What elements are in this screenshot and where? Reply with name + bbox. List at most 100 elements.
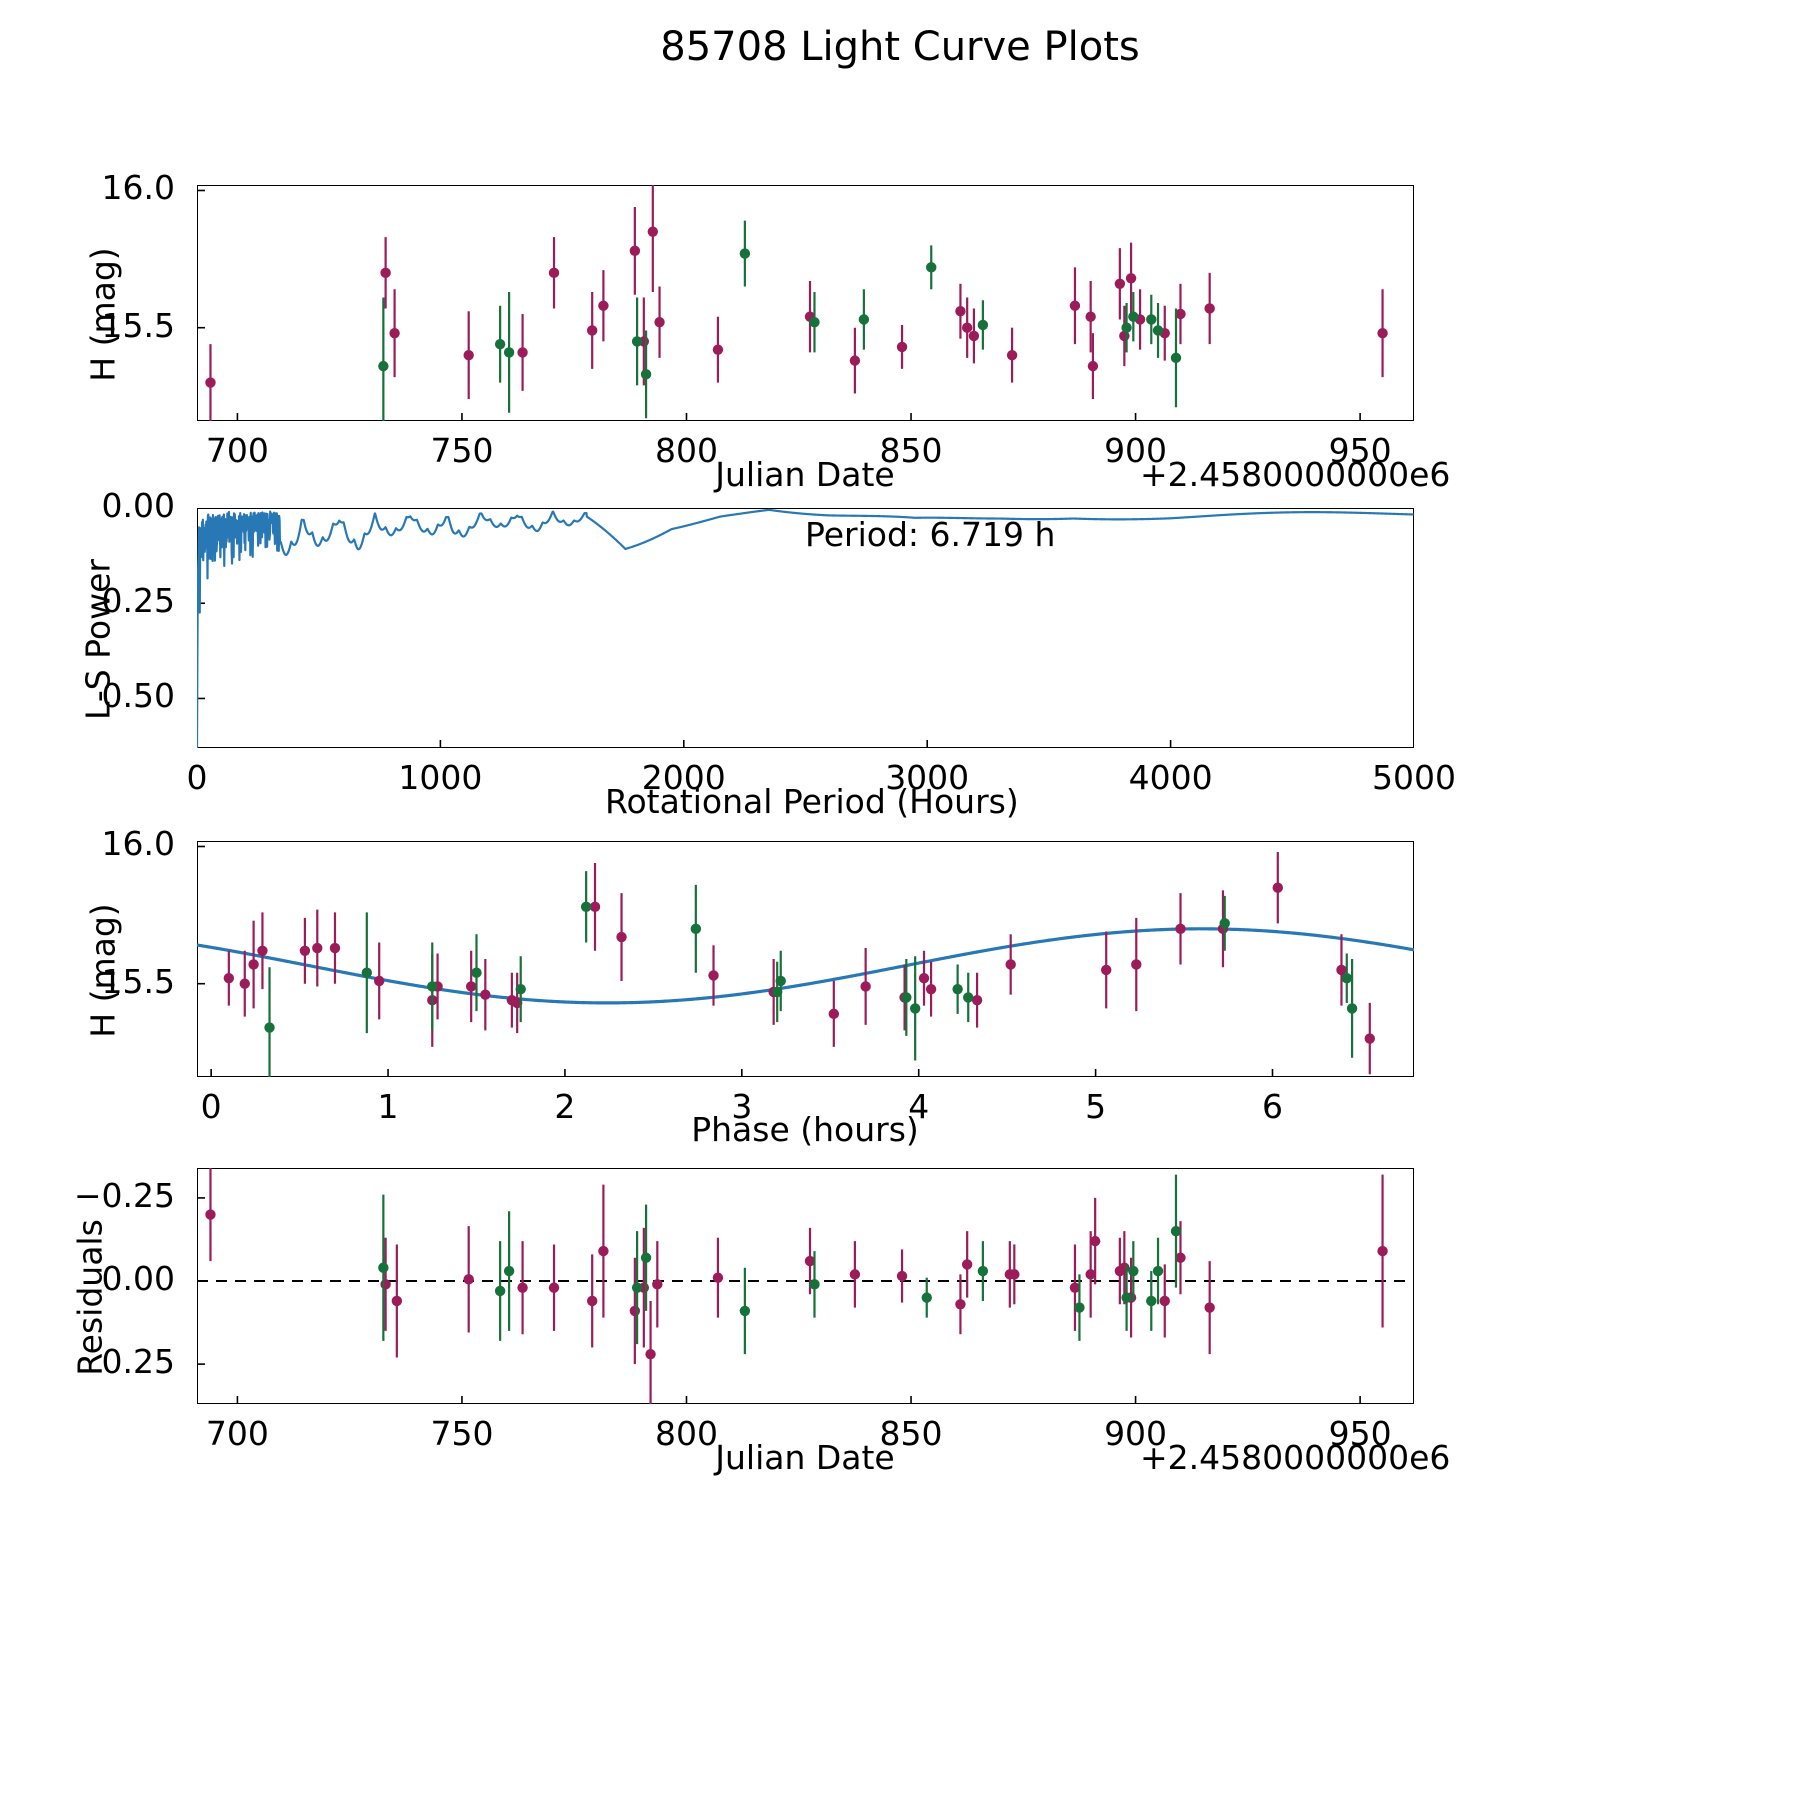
data-point xyxy=(1146,1295,1157,1307)
residuals-xtick-0: 700 xyxy=(205,1414,269,1453)
lightcurve-time-xtick-5: 950 xyxy=(1328,431,1392,470)
data-point xyxy=(264,1022,275,1033)
data-point xyxy=(503,1265,515,1277)
data-point xyxy=(690,923,702,935)
data-point xyxy=(1204,303,1215,314)
data-point xyxy=(631,1282,643,1293)
data-point xyxy=(1272,882,1283,893)
panel-lightcurve-time-offset: +2.4580000000e6 xyxy=(1140,455,1451,494)
periodogram-xtick-3: 3000 xyxy=(885,758,970,797)
data-point xyxy=(205,1209,216,1220)
periodogram-plot-area xyxy=(197,508,1414,748)
data-point xyxy=(427,981,438,992)
data-point xyxy=(299,945,311,956)
data-point xyxy=(517,1282,528,1293)
panel-lightcurve-time-xlabel: Julian Date xyxy=(715,455,895,494)
data-point xyxy=(1069,1282,1081,1293)
data-point xyxy=(1121,1292,1132,1303)
data-point xyxy=(378,360,389,372)
data-point xyxy=(896,1270,908,1282)
data-point xyxy=(361,967,373,978)
data-point xyxy=(1089,1235,1101,1247)
data-point xyxy=(465,981,477,992)
data-point xyxy=(1119,1262,1130,1273)
phased-lightcurve-xtick-6: 6 xyxy=(1261,1087,1283,1126)
data-point xyxy=(968,330,980,342)
data-point xyxy=(1159,1295,1170,1307)
data-point xyxy=(1341,973,1352,984)
lightcurve-time-xtick-0: 700 xyxy=(205,431,269,470)
phased-lightcurve-xtick-2: 2 xyxy=(554,1087,576,1126)
series-series_a xyxy=(223,851,1375,1075)
phased-lightcurve-xtick-1: 1 xyxy=(377,1087,399,1126)
lightcurve-time-xtick-4: 900 xyxy=(1104,431,1168,470)
data-point xyxy=(1364,1033,1375,1044)
periodogram-xtick-4: 4000 xyxy=(1128,758,1213,797)
series-series_b xyxy=(378,1174,1182,1355)
data-point xyxy=(373,975,385,987)
panel-residuals-xlabel: Julian Date xyxy=(715,1438,895,1477)
data-point xyxy=(503,347,515,358)
residuals-plot-area xyxy=(197,1168,1414,1404)
data-point xyxy=(205,377,216,388)
periodogram-xtick-0: 0 xyxy=(186,758,208,797)
periodogram-ytick-1: 0.25 xyxy=(101,581,175,621)
data-point xyxy=(586,1295,598,1307)
data-point xyxy=(329,942,341,954)
data-point xyxy=(1146,314,1157,325)
residuals-ytick-2: 0.25 xyxy=(101,1342,175,1382)
data-point xyxy=(961,322,973,333)
data-point xyxy=(515,983,526,995)
data-point xyxy=(1009,1269,1020,1280)
data-point xyxy=(616,931,627,943)
data-point xyxy=(952,983,963,995)
data-point xyxy=(1085,1269,1096,1280)
data-point xyxy=(918,973,930,984)
data-point xyxy=(1005,959,1016,970)
data-point xyxy=(963,992,974,1003)
data-point xyxy=(380,267,391,279)
data-point xyxy=(1219,918,1230,929)
data-point xyxy=(708,970,719,981)
data-point xyxy=(640,1252,652,1263)
data-point xyxy=(1377,1245,1388,1257)
data-point xyxy=(771,986,783,998)
series-series_b xyxy=(264,871,1358,1077)
lightcurve-time-xtick-2: 800 xyxy=(654,431,718,470)
panel-residuals-offset: +2.4580000000e6 xyxy=(1140,1438,1451,1477)
data-point xyxy=(391,1295,403,1307)
period-annotation: Period: 6.719 h xyxy=(805,515,1056,554)
data-point xyxy=(652,1279,663,1290)
data-point xyxy=(223,973,235,984)
data-point xyxy=(1131,959,1142,970)
data-point xyxy=(654,317,665,328)
data-point xyxy=(378,1262,389,1273)
data-point xyxy=(921,1292,932,1303)
data-point xyxy=(517,347,528,358)
data-point xyxy=(901,992,912,1003)
data-point xyxy=(494,338,506,350)
data-point xyxy=(961,1259,973,1270)
data-point xyxy=(1377,327,1388,339)
panel-phased-lightcurve xyxy=(197,841,1414,1077)
data-point xyxy=(389,327,400,339)
data-point xyxy=(629,245,641,257)
periodogram-line xyxy=(197,508,1414,748)
data-point xyxy=(925,983,937,995)
residuals-ytick-1: 0.00 xyxy=(101,1259,175,1298)
data-point xyxy=(380,1279,391,1290)
data-point xyxy=(909,1003,921,1014)
data-point xyxy=(1101,964,1112,976)
data-point xyxy=(580,901,592,913)
periodogram-ytick-0: 0.00 xyxy=(101,486,175,525)
data-point xyxy=(598,300,609,311)
data-point xyxy=(1074,1302,1085,1313)
data-point xyxy=(860,981,871,992)
sinusoid-fit-line xyxy=(197,927,1414,1005)
panel-lightcurve-time xyxy=(197,185,1414,421)
data-point xyxy=(977,1265,989,1277)
data-point xyxy=(1087,360,1099,372)
data-point xyxy=(809,317,820,328)
data-point xyxy=(1346,1003,1358,1014)
